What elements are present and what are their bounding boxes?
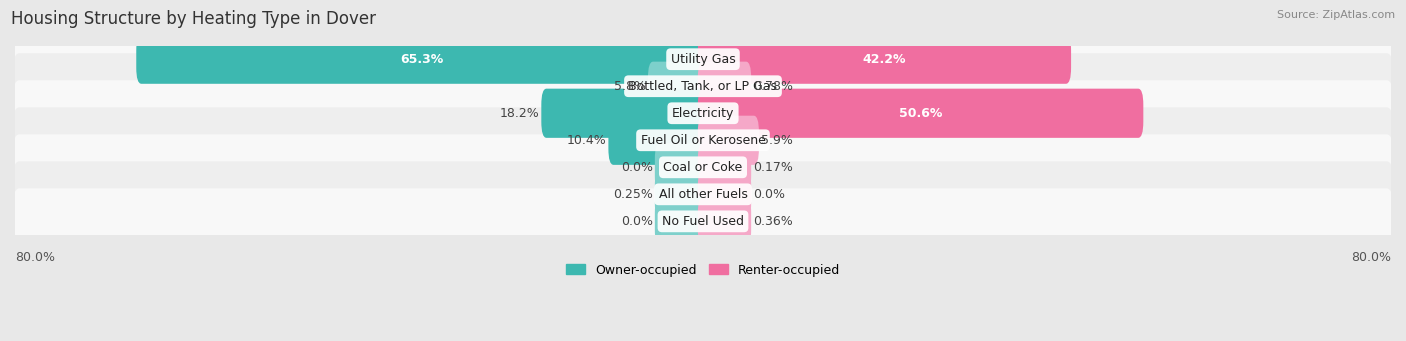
FancyBboxPatch shape [13,80,1393,146]
Text: 80.0%: 80.0% [1351,251,1391,264]
FancyBboxPatch shape [697,34,1071,84]
Text: 0.0%: 0.0% [621,215,654,228]
FancyBboxPatch shape [655,170,709,219]
Text: Source: ZipAtlas.com: Source: ZipAtlas.com [1277,10,1395,20]
Text: 0.78%: 0.78% [752,80,793,93]
FancyBboxPatch shape [13,161,1393,227]
Text: 0.17%: 0.17% [752,161,793,174]
FancyBboxPatch shape [655,143,709,192]
FancyBboxPatch shape [697,143,751,192]
Text: 18.2%: 18.2% [501,107,540,120]
Text: Electricity: Electricity [672,107,734,120]
Text: 50.6%: 50.6% [898,107,942,120]
Text: 10.4%: 10.4% [567,134,606,147]
Text: Fuel Oil or Kerosene: Fuel Oil or Kerosene [641,134,765,147]
FancyBboxPatch shape [697,62,751,111]
FancyBboxPatch shape [609,116,709,165]
Text: 42.2%: 42.2% [863,53,907,66]
FancyBboxPatch shape [13,134,1393,200]
Text: 65.3%: 65.3% [401,53,444,66]
Text: Utility Gas: Utility Gas [671,53,735,66]
Text: Housing Structure by Heating Type in Dover: Housing Structure by Heating Type in Dov… [11,10,377,28]
FancyBboxPatch shape [697,170,751,219]
Legend: Owner-occupied, Renter-occupied: Owner-occupied, Renter-occupied [561,258,845,282]
FancyBboxPatch shape [697,197,751,246]
Text: 5.9%: 5.9% [761,134,793,147]
Text: Coal or Coke: Coal or Coke [664,161,742,174]
Text: All other Fuels: All other Fuels [658,188,748,201]
Text: 0.0%: 0.0% [752,188,785,201]
FancyBboxPatch shape [648,62,709,111]
FancyBboxPatch shape [655,197,709,246]
Text: Bottled, Tank, or LP Gas: Bottled, Tank, or LP Gas [628,80,778,93]
FancyBboxPatch shape [541,89,709,138]
Text: No Fuel Used: No Fuel Used [662,215,744,228]
FancyBboxPatch shape [697,89,1143,138]
FancyBboxPatch shape [13,188,1393,254]
Text: 0.0%: 0.0% [621,161,654,174]
Text: 80.0%: 80.0% [15,251,55,264]
Text: 0.36%: 0.36% [752,215,793,228]
FancyBboxPatch shape [13,26,1393,92]
FancyBboxPatch shape [697,116,759,165]
Text: 0.25%: 0.25% [613,188,654,201]
FancyBboxPatch shape [13,53,1393,119]
FancyBboxPatch shape [13,107,1393,173]
FancyBboxPatch shape [136,34,709,84]
Text: 5.8%: 5.8% [614,80,647,93]
